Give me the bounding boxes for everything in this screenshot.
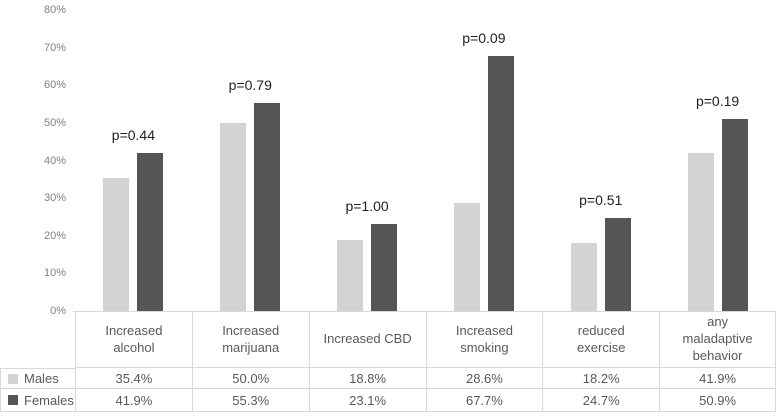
female-bar <box>604 218 631 311</box>
value-cell: 67.7% <box>425 389 543 412</box>
male-bar <box>453 203 480 311</box>
y-tick-label: 50% <box>43 116 66 129</box>
value-cell: 24.7% <box>542 389 660 412</box>
legend-cell-males: Males <box>0 368 75 389</box>
bar-group: p=0.09 <box>453 0 514 311</box>
p-value-label: p=0.19 <box>695 93 740 109</box>
value-cell: 18.8% <box>308 368 426 389</box>
legend-label: Males <box>24 371 59 386</box>
category-header-cell: Increased alcohol <box>75 312 192 368</box>
value-cell: 55.3% <box>191 389 309 412</box>
value-cell: 50.9% <box>659 389 776 412</box>
y-tick-label: 40% <box>43 154 66 167</box>
p-value-label: p=1.00 <box>345 198 389 214</box>
male-bar <box>103 178 130 311</box>
table-corner-spacer <box>0 312 75 368</box>
male-bar <box>337 240 364 311</box>
value-cell: 28.6% <box>425 368 543 389</box>
category-header-cell: Increased marijuana <box>191 312 309 368</box>
data-table: Increased alcohol Increased marijuana Incr… <box>0 312 776 412</box>
y-tick-label: 60% <box>43 79 66 92</box>
legend-swatch-icon <box>8 373 18 384</box>
y-tick-label: 30% <box>43 192 66 205</box>
category-header-cell: reduced exercise <box>542 312 660 368</box>
y-tick-label: 0% <box>50 305 66 317</box>
value-cell: 41.9% <box>659 368 776 389</box>
y-tick-label: 70% <box>43 41 66 54</box>
y-tick-label: 10% <box>43 267 66 280</box>
value-cell: 23.1% <box>308 389 426 412</box>
p-value-label: p=0.79 <box>228 77 272 93</box>
category-header-cell: Increased CBD <box>308 312 426 368</box>
y-tick-label: 20% <box>43 229 66 242</box>
male-bar <box>570 243 597 311</box>
male-bar <box>687 153 714 311</box>
category-header-cell: Increased smoking <box>425 312 543 368</box>
female-bar <box>721 119 748 311</box>
male-bar <box>220 123 247 311</box>
legend-swatch-icon <box>8 395 18 405</box>
plot-area: 0% 10% 20% 30% 40% 50% 60% 70% 80% p=0.44 p=0.79 p… <box>43 0 776 317</box>
bar-group: p=0.51 <box>570 0 631 311</box>
p-value-label: p=0.51 <box>579 192 623 208</box>
p-value-label: p=0.09 <box>462 30 506 46</box>
x-axis-line <box>73 311 776 312</box>
female-bar <box>487 56 514 311</box>
y-tick-label: 80% <box>43 4 66 16</box>
value-cell: 41.9% <box>75 389 192 412</box>
category-header-cell: any maladaptive behavior <box>659 312 776 368</box>
bar-group: p=1.00 <box>337 0 398 311</box>
p-value-label: p=0.44 <box>111 127 156 143</box>
female-bar <box>371 224 398 311</box>
bar-group: p=0.19 <box>687 0 748 311</box>
legend-label: Females <box>24 392 74 408</box>
value-cell: 50.0% <box>191 368 309 389</box>
female-bar <box>254 103 281 311</box>
value-cell: 18.2% <box>542 368 660 389</box>
female-bar <box>137 153 164 311</box>
value-cell: 35.4% <box>75 368 192 389</box>
legend-cell-females: Females <box>0 389 75 412</box>
bar-group: p=0.44 <box>103 0 164 311</box>
bar-group: p=0.79 <box>220 0 281 311</box>
